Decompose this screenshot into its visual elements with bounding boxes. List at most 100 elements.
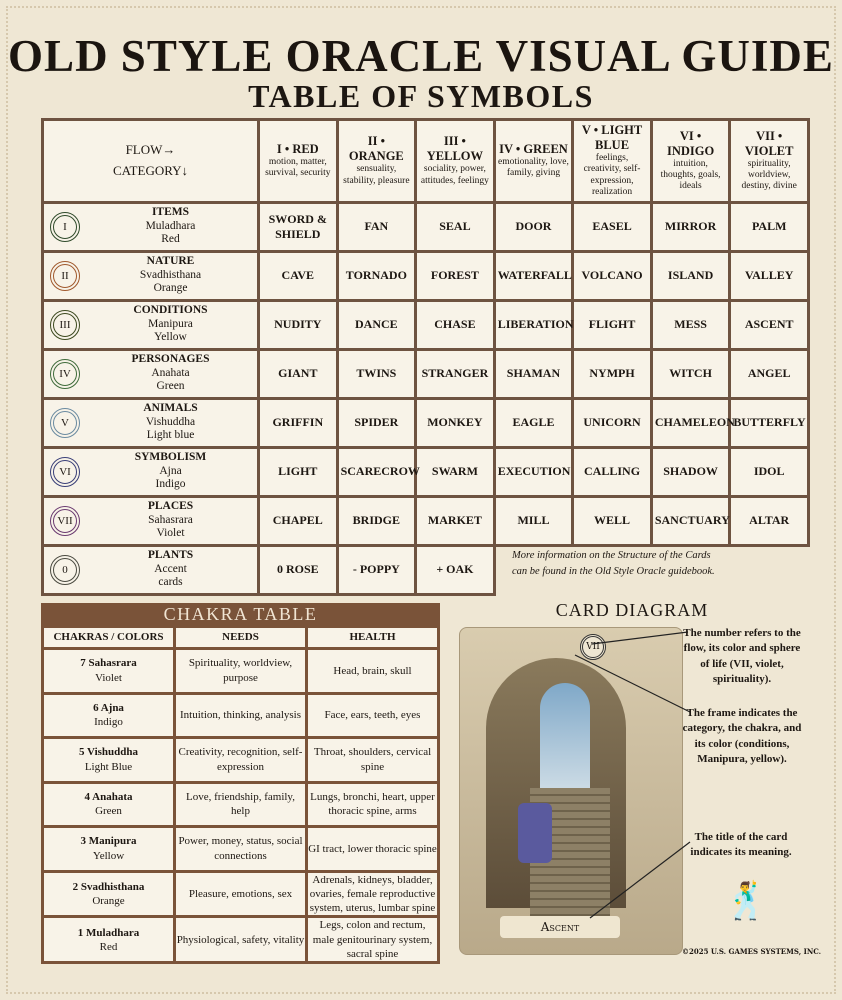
guidebook-note: More information on the Structure of the… xyxy=(512,548,715,580)
flow-name: III • YELLOW xyxy=(426,134,484,164)
symbol-cell: ISLAND xyxy=(649,249,732,302)
flow-header: IV • GREEN emotionality, love, family, gi… xyxy=(492,118,575,204)
symbol-cell: DOOR xyxy=(492,200,575,253)
chakra-row: 6 Ajna Indigo Intuition, thinking, analysi… xyxy=(41,691,440,739)
symbol-cell: MIRROR xyxy=(649,200,732,253)
chakra-name: 6 Ajna xyxy=(93,701,124,714)
category-cell: II NATURE Svadhisthana Orange xyxy=(41,249,260,302)
category-color: Orange xyxy=(153,282,188,295)
category-chakra: Manipura xyxy=(148,317,193,330)
chakra-cell: 7 Sahasrara Violet xyxy=(41,647,176,695)
needs-cell: Intuition, thinking, analysis xyxy=(173,691,308,739)
symbol-cell: SWARM xyxy=(414,445,496,498)
symbol-cell: FAN xyxy=(335,200,418,253)
flow-header: II • ORANGE sensuality, stability, pleasu… xyxy=(335,118,418,204)
health-cell: Legs, colon and rectum, male genitourina… xyxy=(305,915,440,965)
flow-name: IV • GREEN xyxy=(499,141,568,156)
symbol-cell: MONKEY xyxy=(414,396,496,449)
category-row: I ITEMS Muladhara Red SWORD & SHIELD FAN SEAL D… xyxy=(41,200,810,253)
chakra-cell: 3 Manipura Yellow xyxy=(41,825,176,873)
health-cell: Throat, shoulders, cervical spine xyxy=(305,736,440,784)
category-cell: III CONDITIONS Manipura Yellow xyxy=(41,298,260,351)
chakra-name: 2 Svadhisthana xyxy=(72,880,145,893)
symbol-cell: BUTTERFLY xyxy=(728,396,810,449)
jester-logo-icon: 🕺 xyxy=(724,881,769,922)
symbol-cell: + OAK xyxy=(414,543,496,596)
sky-opening xyxy=(540,683,590,793)
flow-description: feelings, creativity, self-expression, r… xyxy=(583,153,641,198)
symbols-table: FLOW→ CATEGORY↓ I • RED motion, matter, sur… xyxy=(41,118,810,596)
category-cell: I ITEMS Muladhara Red xyxy=(41,200,260,253)
symbol-cell: FLIGHT xyxy=(571,298,653,351)
symbol-cell: CHASE xyxy=(414,298,496,351)
category-info: V ANIMALS Vishuddha Light blue xyxy=(46,402,255,443)
symbol-cell: MESS xyxy=(649,298,732,351)
flow-header: III • YELLOW sociality, power, attitudes,… xyxy=(414,118,496,204)
note-line: can be found in the Old Style Oracle gui… xyxy=(512,565,715,577)
symbol-cell: EAGLE xyxy=(492,396,575,449)
symbol-cell: MILL xyxy=(492,494,575,547)
flow-description: emotionality, love, family, giving xyxy=(498,156,569,179)
category-name: ITEMS xyxy=(151,205,190,218)
card-diagram-title: CARD DIAGRAM xyxy=(555,600,709,620)
category-color: cards xyxy=(158,576,183,589)
flow-description: sensuality, stability, pleasure xyxy=(343,164,410,186)
chakra-name: 3 Manipura xyxy=(80,835,137,848)
chakra-cell: 4 Anahata Green xyxy=(41,780,176,828)
category-name: PLACES xyxy=(147,499,194,512)
category-info: IV PERSONAGES Anahata Green xyxy=(46,353,255,394)
column-header: NEEDS xyxy=(173,625,308,650)
category-emblem-icon: VII xyxy=(50,505,80,536)
symbol-cell: LIGHT xyxy=(257,445,339,498)
symbol-cell: SWORD & SHIELD xyxy=(257,200,339,253)
category-emblem-icon: II xyxy=(50,260,80,291)
category-info: 0 PLANTS Accent cards xyxy=(46,549,255,590)
symbol-cell: CHAPEL xyxy=(257,494,339,547)
flow-name: VII • VIOLET xyxy=(744,128,794,158)
category-info: I ITEMS Muladhara Red xyxy=(46,206,255,247)
flow-description: intuition, thoughts, goals, ideals xyxy=(660,158,721,192)
category-text: PLANTS Accent cards xyxy=(86,549,255,590)
category-name: ANIMALS xyxy=(143,401,198,414)
category-color: Red xyxy=(161,233,180,246)
chakra-table: CHAKRAS / COLORS NEEDS HEALTH 7 Sahasrara Vi… xyxy=(41,625,440,965)
category-chakra: Vishuddha xyxy=(145,415,196,428)
note-line: More information on the Structure of the… xyxy=(512,550,711,561)
symbol-cell: GIANT xyxy=(257,347,339,400)
flow-description: motion, matter, survival, security xyxy=(265,156,331,179)
category-emblem-icon: 0 xyxy=(50,554,80,585)
category-chakra: Svadhisthana xyxy=(139,268,202,281)
chakra-color: Green xyxy=(95,805,122,818)
symbol-cell: SEAL xyxy=(414,200,496,253)
symbol-cell: MARKET xyxy=(414,494,496,547)
chakra-name: 4 Anahata xyxy=(84,790,133,803)
symbol-cell: EASEL xyxy=(571,200,653,253)
chakra-row: 3 Manipura Yellow Power, money, status, so… xyxy=(41,825,440,873)
flow-name: VI • INDIGO xyxy=(666,128,715,158)
category-cell: VI SYMBOLISM Ajna Indigo xyxy=(41,445,260,498)
health-cell: Face, ears, teeth, eyes xyxy=(305,691,440,739)
needs-cell: Power, money, status, social connections xyxy=(173,825,308,873)
category-color: Yellow xyxy=(154,331,187,344)
symbol-cell: DANCE xyxy=(335,298,418,351)
category-row: VII PLACES Sahasrara Violet CHAPEL BRIDGE MARK… xyxy=(41,494,810,547)
category-name: NATURE xyxy=(146,254,195,267)
symbol-cell: ASCENT xyxy=(728,298,810,351)
flow-header: VI • INDIGO intuition, thoughts, goals, i… xyxy=(649,118,732,204)
chakra-name: 5 Vishuddha xyxy=(78,746,138,759)
symbol-cell: TWINS xyxy=(335,347,418,400)
corner-cell: FLOW→ CATEGORY↓ xyxy=(41,118,260,204)
category-chakra: Ajna xyxy=(159,464,182,477)
symbol-cell: VOLCANO xyxy=(571,249,653,302)
chakra-row: 7 Sahasrara Violet Spirituality, worldview… xyxy=(41,647,440,695)
flow-header: VII • VIOLET spirituality, worldview, des… xyxy=(728,118,810,204)
category-text: ITEMS Muladhara Red xyxy=(86,206,255,247)
symbol-cell: LIBERATION xyxy=(492,298,575,351)
copyright: ©2025 U.S. GAMES SYSTEMS, INC. xyxy=(682,947,822,956)
symbol-cell: UNICORN xyxy=(571,396,653,449)
symbol-cell: WATERFALL xyxy=(492,249,575,302)
health-cell: Adrenals, kidneys, bladder, ovaries, fem… xyxy=(305,869,440,919)
header-row: FLOW→ CATEGORY↓ I • RED motion, matter, sur… xyxy=(41,118,810,204)
category-text: PLACES Sahasrara Violet xyxy=(86,500,255,541)
health-cell: Head, brain, skull xyxy=(305,647,440,695)
